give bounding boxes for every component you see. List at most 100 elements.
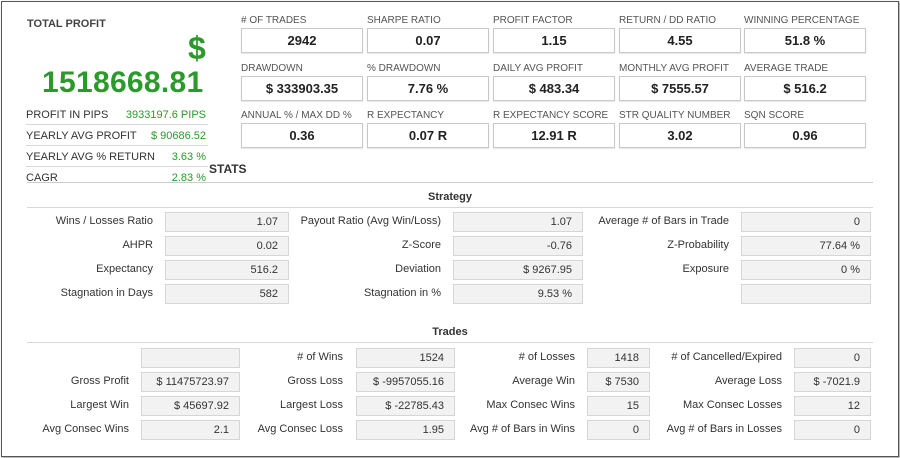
card-value: $ 483.34 <box>493 76 615 101</box>
stat-label: Wins / Losses Ratio <box>55 215 153 227</box>
stat-label: Payout Ratio (Avg Win/Loss) <box>300 215 441 227</box>
trade-label: Average Loss <box>714 375 782 387</box>
trade-value: 0 <box>587 420 650 440</box>
trade-label: Largest Win <box>70 399 129 411</box>
stat-value: 9.53 % <box>453 284 583 304</box>
stat-label: Average # of Bars in Trade <box>598 215 729 227</box>
trade-label: Max Consec Wins <box>486 399 575 411</box>
card-label: % DRAWDOWN <box>367 63 441 74</box>
stat-value: 77.64 % <box>741 236 871 256</box>
card-value: 7.76 % <box>367 76 489 101</box>
trade-value: 0 <box>794 348 871 368</box>
trades-heading: Trades <box>432 326 468 338</box>
trade-label: Average Win <box>512 375 575 387</box>
card-value: 0.07 R <box>367 123 489 148</box>
trade-value: $ -22785.43 <box>356 396 455 416</box>
card-value: 12.91 R <box>493 123 615 148</box>
summary-value: 3.63 % <box>171 151 206 163</box>
stat-label: Deviation <box>395 263 441 275</box>
trade-value: $ 7530 <box>587 372 650 392</box>
trade-label: Gross Profit <box>70 375 129 387</box>
card-label: R EXPECTANCY <box>367 110 445 121</box>
divider <box>27 182 873 183</box>
trade-value: $ -9957055.16 <box>356 372 455 392</box>
card-value: 51.8 % <box>744 28 866 53</box>
total-profit-title: TOTAL PROFIT <box>27 18 106 30</box>
divider <box>27 342 873 343</box>
trade-label: Max Consec Losses <box>682 399 782 411</box>
trade-value-empty <box>141 348 240 368</box>
divider <box>26 145 208 146</box>
card-label: SQN SCORE <box>744 110 805 121</box>
card-value: 0.96 <box>744 123 866 148</box>
summary-value: $ 90686.52 <box>150 130 206 142</box>
card-label: PROFIT FACTOR <box>493 15 573 26</box>
trade-value: 1.95 <box>356 420 455 440</box>
card-label: DAILY AVG PROFIT <box>493 63 584 74</box>
trade-value: 1418 <box>587 348 650 368</box>
dollar-sign-icon: $ <box>188 30 206 66</box>
card-label: RETURN / DD RATIO <box>619 15 717 26</box>
trade-label: Largest Loss <box>280 399 343 411</box>
card-value: 0.36 <box>241 123 363 148</box>
trade-value: 1524 <box>356 348 455 368</box>
trade-label: Avg Consec Wins <box>42 423 129 435</box>
stat-value-empty <box>741 284 871 304</box>
strategy-heading: Strategy <box>427 191 473 203</box>
stats-heading: STATS <box>209 162 247 176</box>
divider <box>27 207 873 208</box>
card-label: MONTHLY AVG PROFIT <box>619 63 730 74</box>
stat-label: Stagnation in Days <box>60 287 153 299</box>
stat-value: 0 <box>741 212 871 232</box>
summary-label: CAGR <box>26 172 58 184</box>
stat-value: 516.2 <box>165 260 289 280</box>
card-value: 1.15 <box>493 28 615 53</box>
card-value: 2942 <box>241 28 363 53</box>
trade-value: 15 <box>587 396 650 416</box>
summary-label: PROFIT IN PIPS <box>26 109 109 121</box>
trade-label: Avg Consec Loss <box>257 423 343 435</box>
stat-label: Z-Score <box>401 239 441 251</box>
card-label: AVERAGE TRADE <box>744 63 829 74</box>
stat-value: 0.02 <box>165 236 289 256</box>
trade-label: Gross Loss <box>287 375 343 387</box>
stat-label: Z-Probability <box>667 239 729 251</box>
card-label: R EXPECTANCY SCORE <box>493 110 609 121</box>
trade-value: $ 11475723.97 <box>141 372 240 392</box>
trade-value: 12 <box>794 396 871 416</box>
card-value: $ 7555.57 <box>619 76 741 101</box>
stat-label: AHPR <box>122 239 153 251</box>
card-label: WINNING PERCENTAGE <box>744 15 860 26</box>
trade-value: 2.1 <box>141 420 240 440</box>
summary-label: YEARLY AVG % RETURN <box>26 151 155 163</box>
stat-value: -0.76 <box>453 236 583 256</box>
trade-value: $ 45697.92 <box>141 396 240 416</box>
trade-label: # of Losses <box>518 351 575 363</box>
card-value: $ 516.2 <box>744 76 866 101</box>
stat-label: Exposure <box>682 263 729 275</box>
stat-label: Expectancy <box>96 263 153 275</box>
divider <box>26 124 208 125</box>
summary-value: 3933197.6 PIPS <box>125 109 206 121</box>
card-label: DRAWDOWN <box>241 63 303 74</box>
summary-label: YEARLY AVG PROFIT <box>26 130 137 142</box>
stat-value: 582 <box>165 284 289 304</box>
trade-label: Avg # of Bars in Wins <box>470 423 575 435</box>
card-label: STR QUALITY NUMBER <box>619 110 731 121</box>
card-label: # OF TRADES <box>241 15 307 26</box>
trade-label: # of Cancelled/Expired <box>671 351 782 363</box>
trade-value: $ -7021.9 <box>794 372 871 392</box>
stat-value: 1.07 <box>453 212 583 232</box>
stat-value: 1.07 <box>165 212 289 232</box>
card-value: $ 333903.35 <box>241 76 363 101</box>
summary-value: 2.83 % <box>171 172 206 184</box>
stat-value: $ 9267.95 <box>453 260 583 280</box>
divider <box>26 166 208 167</box>
trade-label: # of Wins <box>297 351 343 363</box>
trade-value: 0 <box>794 420 871 440</box>
card-label: SHARPE RATIO <box>367 15 441 26</box>
stat-label: Stagnation in % <box>363 287 441 299</box>
total-profit-value: 1518668.81 <box>42 66 204 99</box>
card-label: ANNUAL % / MAX DD % <box>241 110 352 121</box>
